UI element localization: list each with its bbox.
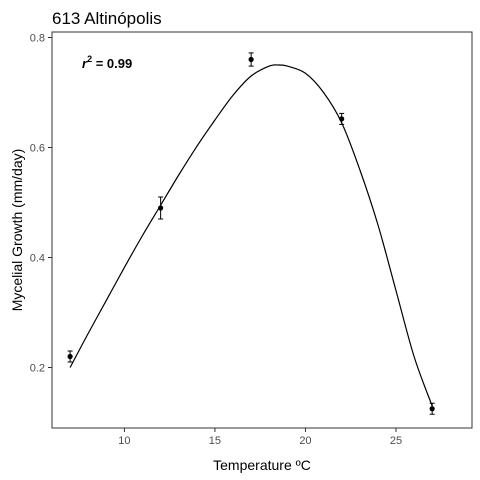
data-point	[248, 56, 254, 63]
x-tick-label: 20	[299, 435, 311, 447]
plot-panel-border	[51, 31, 473, 429]
y-tick-label: 0.8	[30, 33, 45, 45]
x-tick-label: 25	[390, 435, 402, 447]
r-symbol: r	[82, 56, 88, 71]
chart-title: 613 Altinópolis	[52, 9, 162, 28]
data-points	[67, 56, 435, 412]
y-axis-title: Mycelial Growth (mm/day)	[9, 149, 25, 312]
r-superscript: 2	[87, 54, 92, 64]
x-tick-label: 15	[209, 435, 221, 447]
y-tick-label: 0.6	[30, 143, 45, 155]
r-squared-annotation: r2 = 0.99	[82, 54, 132, 71]
y-tick-label: 0.2	[30, 363, 45, 375]
axis-ticks: 10 15 20 25 0.2 0.4 0.6 0.8	[30, 33, 402, 448]
data-point	[339, 116, 345, 122]
data-point	[158, 205, 164, 211]
x-axis-title: Temperature ºC	[213, 457, 311, 473]
data-point	[67, 353, 73, 360]
fit-curve	[69, 64, 433, 407]
r-value: = 0.99	[92, 56, 132, 71]
data-point	[429, 406, 435, 412]
error-bars	[67, 52, 435, 415]
x-tick-label: 10	[118, 435, 130, 447]
y-tick-label: 0.4	[30, 253, 45, 265]
